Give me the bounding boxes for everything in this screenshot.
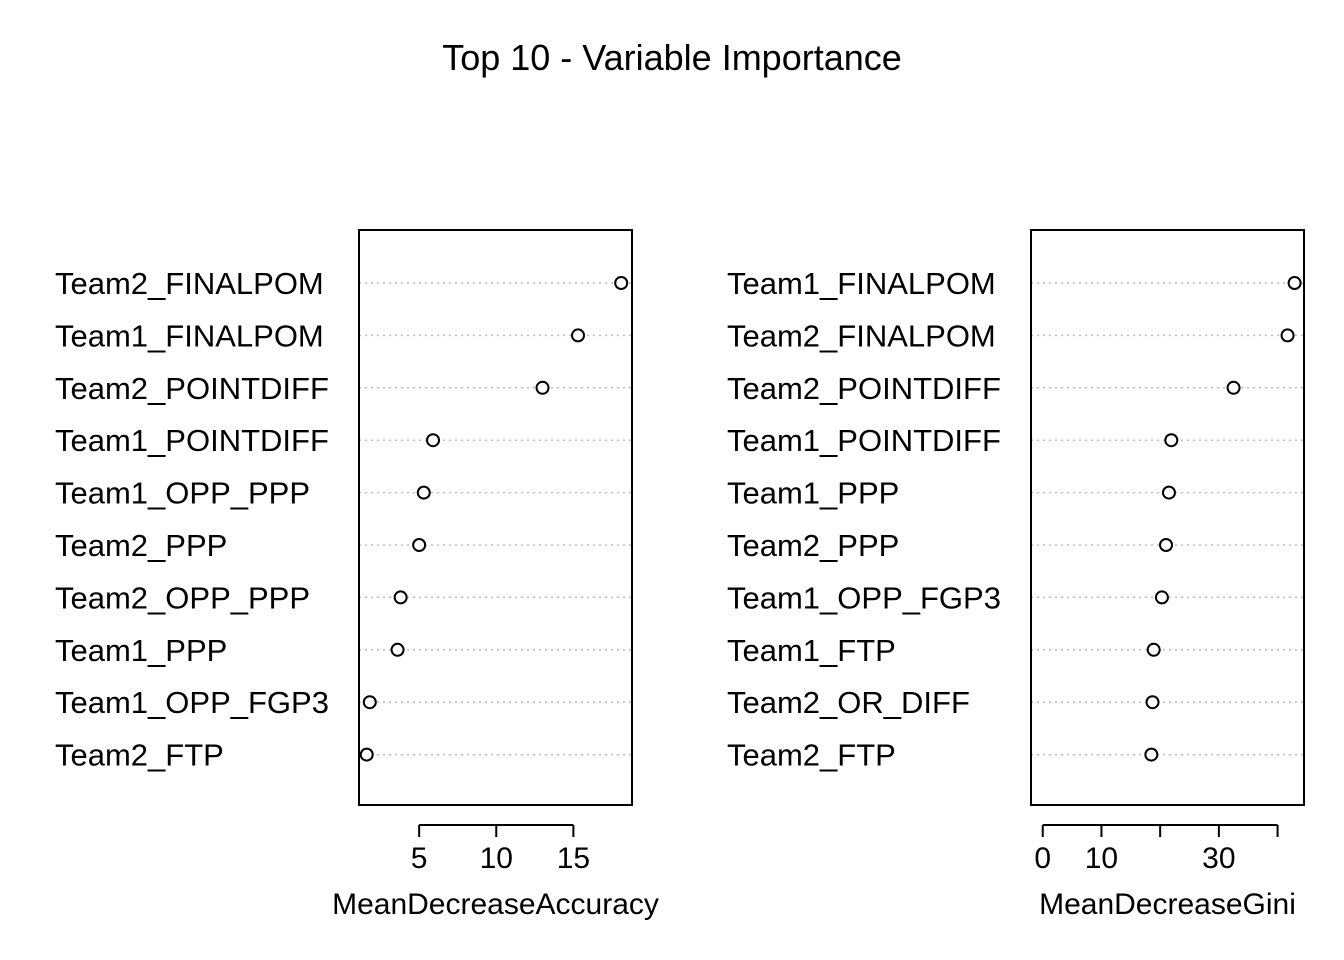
accuracy-point [390, 642, 405, 657]
accuracy-category-label: Team2_PPP [55, 528, 227, 563]
gini-point [1146, 642, 1161, 657]
gini-x-tick-label: 30 [1202, 842, 1235, 875]
gini-category-label: Team1_OPP_FGP3 [727, 580, 1001, 615]
gini-category-label: Team2_FTP [727, 738, 896, 773]
gini-point [1144, 747, 1159, 762]
accuracy-point [614, 276, 629, 290]
gini-category-label: Team2_OR_DIFF [727, 685, 970, 720]
accuracy-category-label: Team2_POINTDIFF [55, 371, 329, 406]
accuracy-category-label: Team1_PPP [55, 633, 227, 668]
gini-point [1161, 485, 1176, 500]
accuracy-category-label: Team2_OPP_PPP [55, 580, 310, 615]
gini-category-label: Team1_FTP [727, 633, 896, 668]
gini-category-label: Team2_POINTDIFF [727, 371, 1001, 406]
gini-point [1164, 433, 1179, 448]
gini-category-label: Team1_PPP [727, 476, 899, 511]
gini-point [1159, 538, 1174, 552]
gini-x-tick-label: 0 [1034, 842, 1051, 875]
gini-point [1145, 695, 1160, 710]
accuracy-plot-frame [358, 229, 633, 806]
accuracy-category-label: Team1_OPP_FGP3 [55, 685, 329, 720]
gini-plot-frame [1030, 229, 1305, 806]
gini-category-label: Team2_FINALPOM [727, 318, 996, 353]
accuracy-point [426, 433, 441, 448]
accuracy-category-label: Team1_OPP_PPP [55, 476, 310, 511]
chart-title: Top 10 - Variable Importance [442, 37, 902, 78]
gini-x-axis-title: MeanDecreaseGini [1039, 888, 1296, 921]
gini-point [1226, 380, 1241, 395]
accuracy-x-tick-label: 5 [411, 842, 428, 875]
accuracy-point [412, 538, 427, 552]
accuracy-category-label: Team2_FINALPOM [55, 266, 324, 301]
accuracy-x-axis-title: MeanDecreaseAccuracy [332, 888, 659, 921]
accuracy-point [416, 485, 431, 500]
gini-category-label: Team1_POINTDIFF [727, 423, 1001, 458]
accuracy-category-label: Team1_POINTDIFF [55, 423, 329, 458]
gini-point [1287, 276, 1302, 290]
accuracy-panel: Team2_FINALPOM Team1_FINALPOM Team2_POINTD… [55, 229, 659, 921]
accuracy-point [393, 590, 408, 605]
gini-x-tick-label: 10 [1085, 842, 1118, 875]
gini-point [1154, 590, 1169, 605]
gini-category-label: Team1_FINALPOM [727, 266, 996, 301]
gini-panel: Team1_FINALPOM Team2_FINALPOM Team2_POINTD… [727, 229, 1305, 921]
gini-category-label: Team2_PPP [727, 528, 899, 563]
accuracy-point [571, 328, 586, 343]
accuracy-x-tick-label: 10 [480, 842, 513, 875]
accuracy-point [362, 695, 377, 710]
accuracy-point [359, 747, 374, 762]
gini-point [1280, 328, 1295, 343]
accuracy-category-label: Team1_FINALPOM [55, 318, 324, 353]
accuracy-x-tick-label: 15 [557, 842, 590, 875]
accuracy-category-label: Team2_FTP [55, 738, 224, 773]
accuracy-point [535, 380, 550, 395]
